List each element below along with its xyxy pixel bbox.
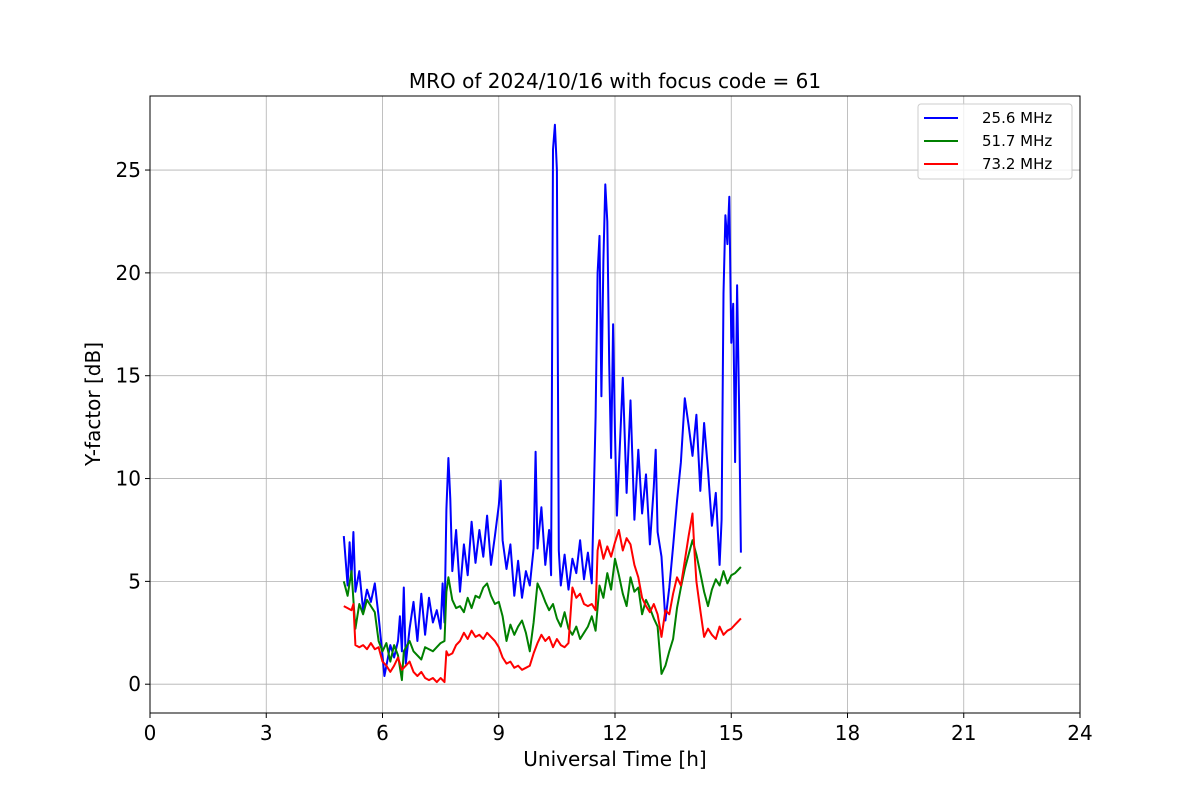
y-tick-label: 25 <box>116 158 141 182</box>
series-line-73-2-mhz <box>343 512 742 684</box>
legend-label-25-6-mhz: 25.6 MHz <box>982 109 1052 127</box>
y-tick-label: 10 <box>116 467 141 491</box>
series-layer <box>342 123 742 684</box>
y-tick-label: 20 <box>116 261 141 285</box>
axis-ticks: 0 3 6 9 12 15 18 21 24 0 5 10 15 20 25 <box>116 158 1093 745</box>
legend-entry-73-2-mhz: 73.2 MHz <box>924 155 1052 173</box>
y-tick-label: 0 <box>128 672 141 696</box>
x-tick-label: 15 <box>719 721 744 745</box>
y-tick-label: 15 <box>116 364 141 388</box>
x-tick-label: 12 <box>602 721 627 745</box>
legend: 25.6 MHz 51.7 MHz 73.2 MHz <box>917 103 1073 180</box>
x-tick-label: 21 <box>951 721 976 745</box>
x-tick-label: 9 <box>492 721 505 745</box>
series-line-51-7-mhz <box>342 539 742 682</box>
legend-entry-25-6-mhz: 25.6 MHz <box>924 109 1052 127</box>
series-line-25-6-mhz <box>342 123 742 677</box>
x-tick-label: 18 <box>835 721 860 745</box>
x-tick-label: 3 <box>260 721 273 745</box>
legend-entry-51-7-mhz: 51.7 MHz <box>924 132 1052 150</box>
y-tick-label: 5 <box>128 569 141 593</box>
x-tick-label: 0 <box>144 721 157 745</box>
legend-box <box>917 103 1073 180</box>
chart-title: MRO of 2024/10/16 with focus code = 61 <box>409 69 821 93</box>
legend-label-51-7-mhz: 51.7 MHz <box>982 132 1052 150</box>
x-tick-label: 24 <box>1067 721 1092 745</box>
y-axis-label: Y-factor [dB] <box>81 342 105 467</box>
x-tick-label: 6 <box>376 721 389 745</box>
legend-label-73-2-mhz: 73.2 MHz <box>982 155 1052 173</box>
x-axis-label: Universal Time [h] <box>523 747 706 771</box>
